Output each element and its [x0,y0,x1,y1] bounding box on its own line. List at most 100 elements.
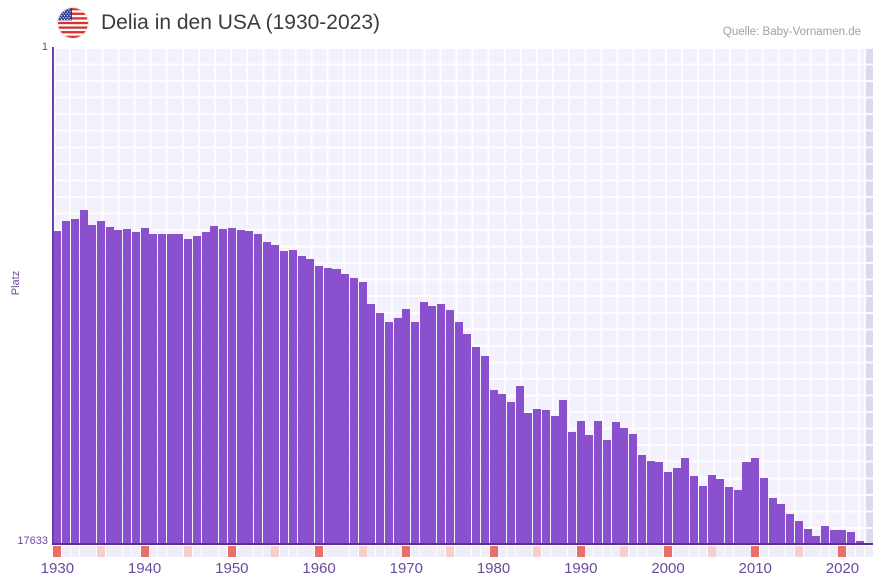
x-tick-1950 [227,546,236,557]
x-axis-label-1980: 1980 [476,560,511,577]
bar-1951 [236,230,245,544]
bar-1979 [480,356,489,544]
bar-1969 [393,318,402,544]
x-tick-1979 [480,546,489,557]
bar-2020 [838,530,847,544]
x-tick-1960 [315,546,324,557]
x-tick-1938 [123,546,132,557]
bar-1945 [184,239,193,544]
bar-1982 [506,402,515,544]
bar-1930 [53,231,62,544]
x-tick-1947 [201,546,210,557]
bar-1932 [70,219,79,544]
x-tick-1930 [53,546,62,557]
x-tick-1983 [515,546,524,557]
x-tick-2005 [707,546,716,557]
x-tick-1982 [506,546,515,557]
bar-1931 [62,221,71,544]
bar-2008 [733,490,742,544]
x-tick-2009 [742,546,751,557]
bar-1981 [498,394,507,544]
y-axis-top-tick-label: 1 [41,41,48,53]
x-tick-1995 [620,546,629,557]
x-tick-1986 [541,546,550,557]
x-tick-1952 [245,546,254,557]
bar-1954 [262,242,271,544]
bar-1963 [341,274,350,544]
bar-2017 [812,536,821,544]
bar-2012 [768,498,777,544]
bar-1995 [620,428,629,544]
x-tick-2010 [751,546,760,557]
x-tick-1955 [271,546,280,557]
bar-1994 [611,422,620,544]
x-tick-1957 [288,546,297,557]
x-tick-1968 [384,546,393,557]
x-tick-1965 [358,546,367,557]
bar-1943 [166,234,175,544]
x-tick-2015 [794,546,803,557]
x-tick-1976 [454,546,463,557]
bar-2009 [742,462,751,544]
x-tick-1961 [323,546,332,557]
x-tick-1984 [524,546,533,557]
x-tick-1974 [437,546,446,557]
x-tick-2000 [663,546,672,557]
bar-1999 [655,462,664,544]
bar-2010 [751,458,760,544]
bar-2011 [759,478,768,544]
bar-1950 [227,228,236,544]
x-tick-1991 [585,546,594,557]
x-tick-1981 [498,546,507,557]
x-tick-1990 [576,546,585,557]
x-tick-2022 [855,546,864,557]
x-axis-label-1990: 1990 [564,560,598,577]
bar-1970 [402,309,411,544]
bar-2005 [707,475,716,544]
bar-1944 [175,234,184,544]
x-tick-1970 [402,546,411,557]
bar-1953 [253,234,262,544]
bar-1957 [288,250,297,544]
bar-1980 [489,390,498,544]
bar-1940 [140,228,149,544]
x-tick-2018 [821,546,830,557]
bar-2018 [821,526,830,544]
x-tick-1944 [175,546,184,557]
bar-1993 [602,440,611,544]
x-tick-2016 [803,546,812,557]
x-axis-tick-labels: 1930 1940 1950 1960 1970 1980 1990 2000 2010 2020 [0,560,873,584]
x-tick-1940 [140,546,149,557]
x-tick-2001 [672,546,681,557]
x-tick-2014 [786,546,795,557]
bar-1971 [411,322,420,544]
bar-1934 [88,225,97,544]
bar-2019 [829,530,838,544]
x-tick-1945 [184,546,193,557]
x-axis-label-2010: 2010 [738,560,772,577]
bar-2013 [777,504,786,544]
x-tick-1966 [367,546,376,557]
bar-1965 [358,282,367,544]
bar-2006 [716,479,725,544]
x-tick-1988 [559,546,568,557]
x-axis-line [52,543,873,545]
bar-1948 [210,226,219,544]
x-tick-1977 [463,546,472,557]
x-tick-1996 [629,546,638,557]
x-tick-1953 [253,546,262,557]
plot-area [53,47,873,544]
bar-1946 [192,236,201,544]
x-tick-2017 [812,546,821,557]
x-tick-1964 [349,546,358,557]
x-tick-1932 [70,546,79,557]
x-tick-1937 [114,546,123,557]
x-tick-1934 [88,546,97,557]
x-tick-1962 [332,546,341,557]
bar-2022 [855,541,864,544]
no-data-region [864,47,873,544]
bar-1990 [576,421,585,544]
bar-1960 [315,266,324,544]
x-tick-1973 [428,546,437,557]
x-tick-1975 [445,546,454,557]
